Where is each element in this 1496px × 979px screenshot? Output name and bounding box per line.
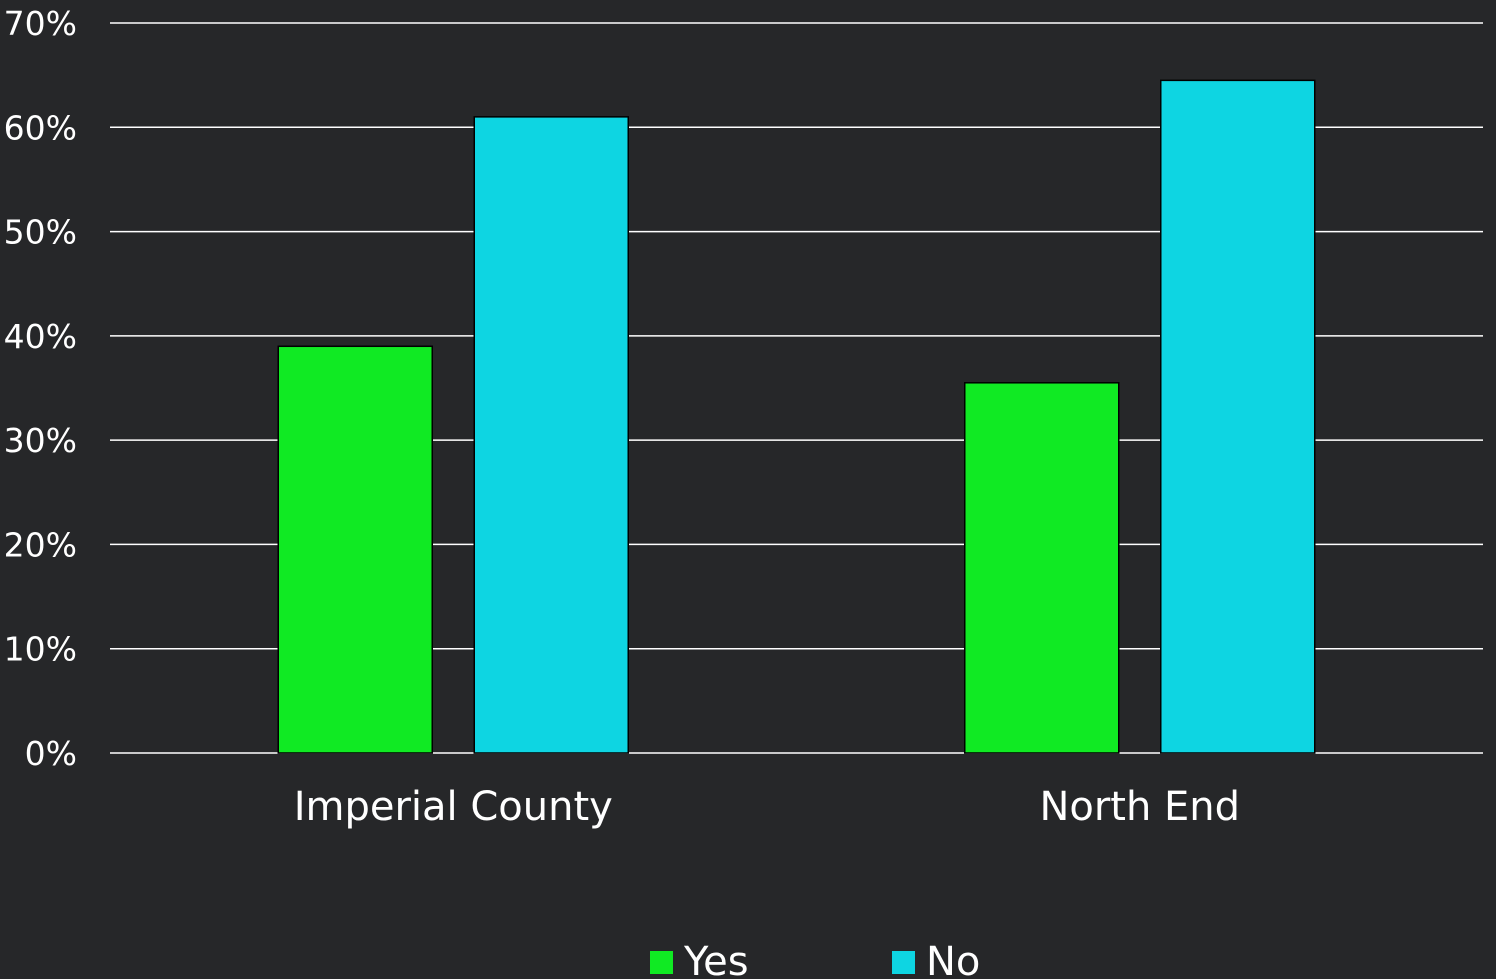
bars bbox=[277, 79, 1316, 754]
legend-swatch-yes bbox=[650, 951, 673, 974]
y-tick-label: 70% bbox=[4, 4, 77, 43]
legend-label-no: No bbox=[926, 939, 980, 979]
y-tick-label: 10% bbox=[4, 630, 77, 669]
y-axis-tick-labels: 0% 10% 20% 30% 40% 50% 60% 70% bbox=[4, 4, 77, 773]
y-tick-label: 60% bbox=[4, 108, 77, 147]
bar-yes-0 bbox=[277, 345, 433, 754]
legend-swatch-no bbox=[892, 951, 915, 974]
legend: Yes No bbox=[650, 939, 980, 979]
bar-no-1 bbox=[1160, 79, 1316, 754]
legend-label-yes: Yes bbox=[683, 939, 749, 979]
bar-no-0 bbox=[473, 116, 629, 754]
y-tick-label: 30% bbox=[4, 421, 77, 460]
x-category-label: Imperial County bbox=[294, 784, 613, 830]
x-axis-category-labels: Imperial County North End bbox=[294, 784, 1240, 830]
y-tick-label: 50% bbox=[4, 213, 77, 252]
bar-yes-1 bbox=[964, 382, 1120, 754]
y-tick-label: 40% bbox=[4, 317, 77, 356]
x-category-label: North End bbox=[1039, 784, 1240, 830]
y-tick-label: 20% bbox=[4, 525, 77, 564]
y-tick-label: 0% bbox=[25, 734, 77, 773]
